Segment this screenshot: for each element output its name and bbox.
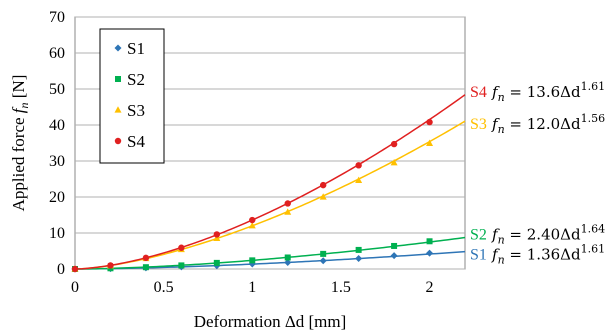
data-point-s2	[426, 238, 433, 245]
x-tick-label: 2	[426, 279, 434, 296]
data-point-s4	[319, 181, 327, 189]
fit-formula: fn = 2.40Δd1.64	[491, 223, 605, 247]
data-point-s2	[178, 262, 185, 269]
data-point-s4	[426, 118, 433, 126]
data-point-s1	[319, 257, 327, 265]
legend-marker-s3	[114, 106, 122, 113]
data-point-s4	[390, 140, 398, 148]
data-point-s2	[320, 250, 327, 257]
data-point-s4	[213, 231, 221, 238]
data-point-s3	[213, 234, 221, 241]
legend-marker-s4	[114, 137, 122, 145]
data-point-s3	[426, 139, 434, 146]
data-point-s1	[284, 259, 292, 267]
x-tick-labels: 0 0.5 1 1.5 2	[71, 279, 434, 296]
legend-marker-s2	[115, 76, 121, 82]
data-point-s3	[355, 176, 363, 184]
legend-label-s3: S3	[127, 101, 145, 120]
fit-equation-s2: S2 fn = 2.40Δd1.64	[470, 223, 605, 247]
y-tick-label: 30	[49, 153, 65, 170]
data-point-s4	[355, 162, 362, 169]
data-point-s4	[107, 262, 114, 269]
y-tick-label: 50	[49, 81, 65, 98]
data-point-s1	[355, 255, 363, 263]
x-tick-label: 0	[71, 279, 79, 296]
fit-formula: fn = 13.6Δd1.61	[491, 80, 605, 104]
data-point-s2	[142, 264, 149, 271]
fit-curve-s4	[74, 94, 466, 270]
fit-curve-s2	[74, 236, 466, 270]
x-axis-label: Deformation Δd [mm]	[194, 312, 347, 331]
legend-label-s2: S2	[127, 70, 145, 89]
data-point-s4	[142, 254, 150, 262]
legend-marker-s1	[114, 44, 122, 52]
fit-formula: fn = 1.36Δd1.61	[491, 243, 605, 267]
data-point-s2	[391, 242, 398, 249]
fit-equation-s3: S3 fn = 12.0Δd1.56	[470, 112, 605, 136]
data-point-s3	[248, 222, 256, 229]
x-tick-label: 0.5	[154, 279, 174, 296]
fit-curves	[74, 94, 466, 270]
fit-equation-s4: S4 fn = 13.6Δd1.61	[470, 80, 605, 104]
legend-label-s4: S4	[127, 132, 145, 151]
data-point-s4	[284, 200, 291, 207]
data-point-s1	[390, 252, 398, 260]
fit-formula: fn = 12.0Δd1.56	[491, 112, 605, 136]
y-tick-label: 60	[49, 45, 65, 62]
legend-items: S1 S2 S3 S4	[114, 39, 145, 151]
data-point-s3	[284, 208, 292, 215]
y-tick-label: 0	[57, 261, 65, 278]
fit-series-label: S2	[470, 227, 487, 244]
y-tick-labels: 0 10 20 30 40 50 60 70	[49, 9, 65, 278]
legend-label-s1: S1	[127, 39, 145, 58]
data-point-s4	[178, 244, 185, 251]
data-point-s3	[319, 193, 327, 200]
fit-series-label: S4	[470, 84, 487, 101]
y-tick-label: 10	[49, 225, 65, 242]
fit-series-label: S3	[470, 116, 487, 133]
data-point-s2	[249, 257, 256, 264]
y-tick-label: 70	[49, 9, 65, 26]
fit-equation-s1: S1 fn = 1.36Δd1.61	[470, 243, 605, 267]
data-point-s1	[426, 249, 434, 257]
x-tick-label: 1.5	[331, 279, 351, 296]
data-point-s2	[355, 246, 362, 253]
data-point-s3	[390, 159, 398, 166]
legend-box	[99, 28, 165, 164]
data-point-s4	[249, 216, 256, 224]
data-point-s4	[71, 265, 79, 273]
y-tick-label: 20	[49, 189, 65, 206]
data-point-s2	[284, 254, 291, 261]
data-points	[71, 118, 434, 273]
legend: S1 S2 S3 S4	[99, 28, 165, 164]
y-tick-label: 40	[49, 117, 65, 134]
data-point-s2	[213, 259, 220, 266]
fit-series-label: S1	[470, 247, 487, 264]
x-tick-label: 1	[248, 279, 256, 296]
y-axis-label: Applied force fn [N]	[9, 75, 31, 212]
